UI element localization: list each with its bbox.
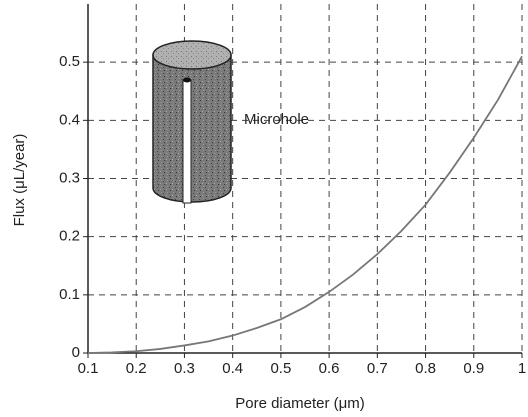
y-tick-label: 0.3 xyxy=(59,169,80,186)
plot-area xyxy=(83,4,523,358)
y-tick-label: 0.4 xyxy=(59,111,80,128)
y-tick-label: 0 xyxy=(72,344,80,361)
microhole-illustration xyxy=(152,40,232,204)
y-tick-label: 0.1 xyxy=(59,286,80,303)
x-tick-label: 0.3 xyxy=(174,360,195,377)
y-axis-label: Flux (μL/year) xyxy=(11,134,28,227)
x-tick-label: 0.1 xyxy=(78,360,99,377)
cylinder-top xyxy=(152,40,232,70)
x-tick-label: 0.5 xyxy=(270,360,291,377)
x-tick-label: 0.9 xyxy=(463,360,484,377)
x-tick-label: 0.7 xyxy=(367,360,388,377)
x-tick-label: 1 xyxy=(518,360,526,377)
y-tick-label: 0.5 xyxy=(59,53,80,70)
cylinder-body xyxy=(152,54,232,203)
x-axis-label: Pore diameter (μm) xyxy=(235,395,365,412)
x-tick-label: 0.2 xyxy=(126,360,147,377)
y-tick-label: 0.2 xyxy=(59,228,80,245)
microhole xyxy=(182,79,192,204)
x-tick-label: 0.8 xyxy=(415,360,436,377)
annotation: Microhole xyxy=(244,111,309,128)
x-tick-label: 0.4 xyxy=(222,360,243,377)
x-tick-label: 0.6 xyxy=(319,360,340,377)
microhole-opening xyxy=(183,77,191,83)
line xyxy=(87,55,523,354)
